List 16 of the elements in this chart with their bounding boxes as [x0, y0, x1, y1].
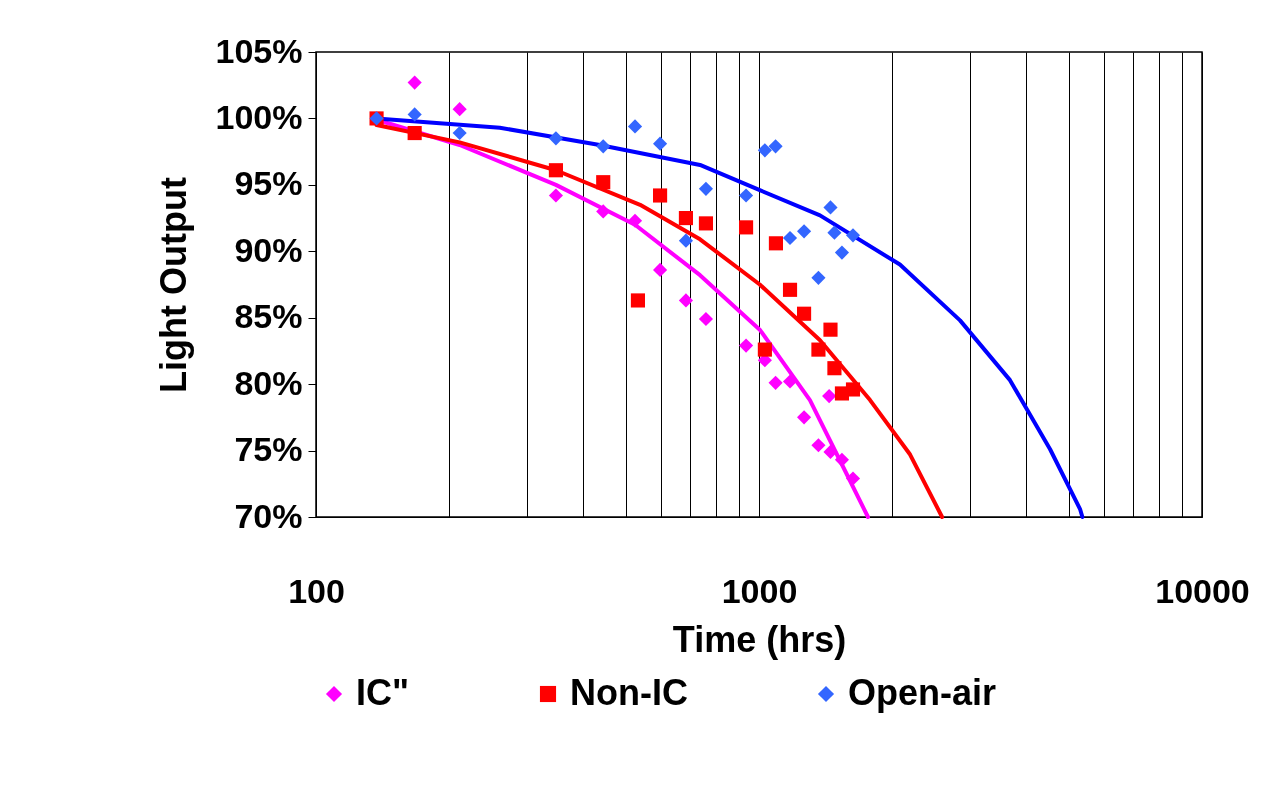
y-tick-label: 105% [215, 31, 303, 70]
x-tick-label: 1000 [721, 571, 798, 610]
y-tick-label: 85% [234, 297, 303, 336]
legend-label: Non-IC [570, 672, 688, 713]
x-tick-label: 100 [288, 571, 345, 610]
y-axis-title: Light Output [152, 177, 194, 393]
y-tick-label: 70% [234, 496, 303, 535]
y-tick-label: 90% [234, 230, 303, 269]
y-tick-label: 80% [234, 363, 303, 402]
x-axis-title: Time (hrs) [672, 618, 847, 660]
x-tick-label: 10000 [1155, 571, 1250, 610]
legend-label: IC" [356, 672, 410, 713]
y-tick-label: 95% [234, 164, 303, 203]
y-tick-label: 100% [215, 97, 303, 136]
legend-label: Open-air [848, 672, 997, 713]
y-tick-label: 75% [234, 430, 303, 469]
